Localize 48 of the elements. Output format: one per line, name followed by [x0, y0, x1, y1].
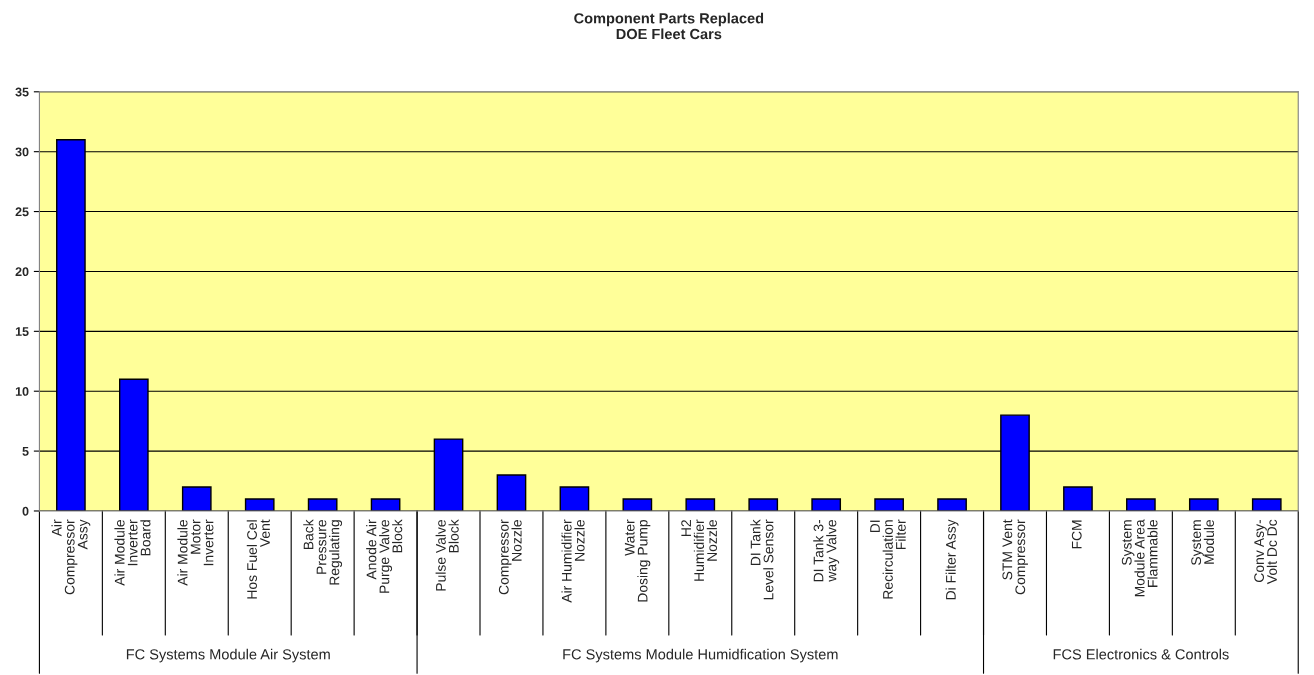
bar [1251, 498, 1282, 511]
bar [1188, 498, 1219, 511]
x-tick-label: System Module Area Flammable [1121, 519, 1158, 597]
y-tick-label: 25 [15, 207, 29, 217]
chart-title: Component Parts Replaced DOE Fleet Cars [574, 12, 764, 40]
x-tick-label: Air Compressor Assy [51, 519, 91, 595]
x-tick-label: Back Pressure Regulating [303, 519, 343, 585]
y-tick-label: 5 [22, 447, 29, 456]
bar [370, 498, 401, 511]
bar [244, 498, 275, 511]
text: FC Systems Module Humidfication System [563, 648, 838, 663]
bar [1063, 486, 1093, 511]
x-tick-label: Di Filter Assy [945, 519, 959, 600]
y-tick-label: 35 [15, 87, 29, 97]
y-tick-label: 0 [22, 506, 29, 516]
x-tick-label: DI Recirculation Filter [870, 519, 906, 599]
bar [874, 498, 904, 511]
x-tick-label: Conv Asy- Volt Dc Dc [1254, 519, 1277, 585]
bar [685, 498, 716, 511]
x-tick-label: Air Module Motor Inverter [177, 519, 214, 586]
x-tick-label: Pulse Valve Block [435, 519, 459, 591]
text: FC Systems Module Air System [126, 648, 330, 663]
y-tick-label: 30 [15, 147, 29, 157]
x-tick-label: Air Humidifier Nozzle [561, 519, 585, 603]
x-tick-label: DI Tank Level Sensor [750, 519, 774, 600]
bar [181, 486, 212, 511]
bar [811, 498, 842, 511]
y-tick-label: 10 [15, 387, 29, 396]
bar [559, 486, 590, 511]
bar [748, 498, 779, 511]
x-tick-label: Hos Fuel Cel Vent [246, 519, 270, 599]
bar [1126, 498, 1156, 511]
text: FCS Electronics & Controls [1053, 648, 1229, 660]
x-tick-label: STM Vent Compressor [1002, 519, 1028, 595]
x-tick-label: H2 Humidifier Nozzle [681, 519, 717, 581]
x-tick-label: Air Module Inverter Board [114, 519, 151, 586]
x-tick-label: Anode Air Purge Valve Block [366, 519, 403, 593]
x-tick-label: System Module [1191, 519, 1215, 566]
x-tick-label: DI Tank 3- way Valve [813, 519, 840, 582]
x-tick-label: Compressor Nozzle [498, 519, 522, 595]
bar [496, 474, 527, 511]
y-tick-label: 20 [15, 267, 29, 277]
bar [307, 498, 338, 511]
bar [622, 498, 653, 511]
y-tick-label: 15 [15, 327, 29, 336]
x-tick-label: Water Dosing Pump [624, 519, 651, 602]
x-tick-label: FCM [1071, 520, 1082, 549]
bar [937, 498, 967, 511]
